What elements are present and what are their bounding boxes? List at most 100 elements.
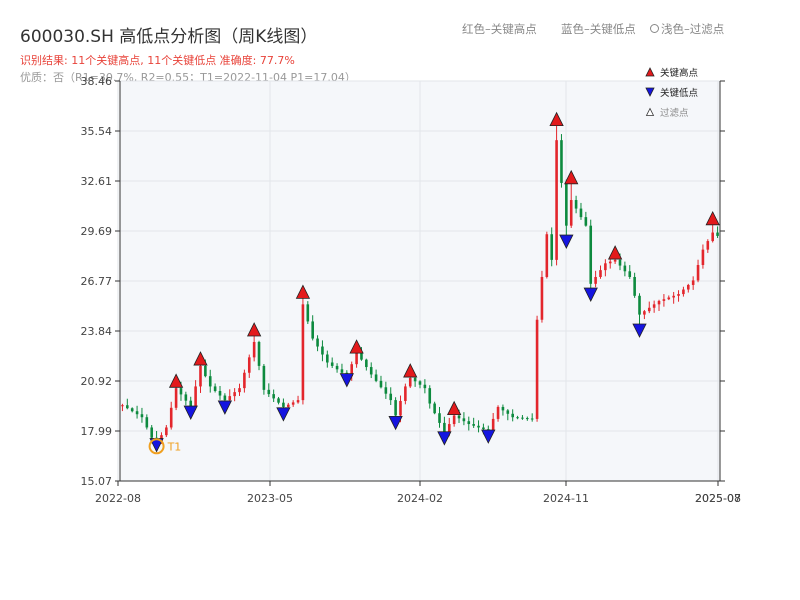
key-high-marker <box>168 373 184 388</box>
result-summary: 识别结果: 11个关键高点, 11个关键低点 准确度: 77.7% <box>20 54 295 67</box>
candle-body <box>623 265 627 272</box>
candle-body <box>604 263 607 271</box>
candle-body <box>262 365 266 390</box>
candle-body <box>179 388 183 395</box>
candle-body <box>184 394 188 401</box>
candle-body <box>579 208 583 218</box>
candle-body <box>526 418 529 420</box>
key-low-marker <box>437 431 452 446</box>
markers-layer: T1 <box>148 111 720 455</box>
candle-body <box>613 259 617 262</box>
candle-body <box>223 395 227 401</box>
candle-body <box>618 259 622 266</box>
candle-body <box>472 424 475 426</box>
key-high-marker <box>403 363 418 378</box>
x-tick-label: 2022-08 <box>95 492 141 505</box>
candle-body <box>438 413 441 423</box>
candle-body <box>496 406 500 419</box>
candle-body <box>165 427 168 436</box>
key-low-marker <box>559 234 574 249</box>
key-low-marker <box>183 405 198 420</box>
candle-body <box>501 406 505 411</box>
x-axis: 2022-08 2023-05 2024-02 2024-11 2025-072025-… <box>95 481 741 505</box>
candle-body <box>140 414 144 418</box>
candle-body <box>569 200 573 226</box>
x-tick-label: 2025-07 <box>695 492 741 505</box>
y-tick-label: 38.46 <box>81 75 113 88</box>
candle-body <box>257 341 261 366</box>
candle-body <box>594 276 597 284</box>
key-high-marker <box>607 245 623 260</box>
legend-light-label: 浅色–过滤点 <box>661 22 725 36</box>
candle-body <box>126 405 129 409</box>
y-tick-label: 23.84 <box>81 325 113 338</box>
candle-body <box>301 304 305 401</box>
key-low-marker <box>632 323 647 338</box>
candle-body <box>560 140 563 183</box>
x-tick-label: 2024-02 <box>397 492 443 505</box>
y-tick-label: 35.54 <box>81 125 113 138</box>
candle-body <box>360 352 363 360</box>
key-high-marker <box>246 322 262 337</box>
legend-label: 关键高点 <box>660 67 699 79</box>
key-high-marker <box>193 351 208 366</box>
candle-body <box>652 304 656 308</box>
candle-body <box>311 321 314 339</box>
hollow-circle-icon <box>650 24 659 33</box>
candle-body <box>130 408 134 412</box>
legend-label: 过滤点 <box>660 107 689 119</box>
candle-body <box>330 362 334 366</box>
x-tick-label: 2024-11 <box>543 492 589 505</box>
legend-marker <box>645 67 655 77</box>
candle-body <box>218 390 222 396</box>
y-tick-label: 15.07 <box>81 475 113 488</box>
candle-body <box>321 346 324 355</box>
candle-body <box>169 407 173 428</box>
key-low-marker <box>388 415 403 431</box>
candle-body <box>677 294 680 296</box>
y-tick-label: 26.77 <box>81 275 113 288</box>
candle-body <box>286 404 290 407</box>
key-low-marker <box>339 373 354 388</box>
candle-body <box>135 411 139 415</box>
candle-body <box>238 388 241 393</box>
candle-body <box>482 427 485 430</box>
candle-body <box>355 352 358 365</box>
candle-body <box>369 367 373 375</box>
candle-body <box>174 388 178 408</box>
candle-body <box>194 386 197 407</box>
candle-body <box>457 415 461 419</box>
candle-body <box>316 338 319 347</box>
candle-body <box>228 396 232 401</box>
candle-body <box>150 427 154 438</box>
candle-body <box>326 354 329 363</box>
candle-body <box>511 413 514 418</box>
candle-body <box>589 225 593 284</box>
candle-body <box>384 387 388 394</box>
candle-body <box>272 394 275 399</box>
candle-body <box>296 400 300 403</box>
t1-label: T1 <box>167 440 182 453</box>
candle-body <box>428 388 432 404</box>
key-low-marker <box>583 287 598 302</box>
legend-red-note: 红色–关键高点 <box>462 22 537 36</box>
candle-body <box>413 377 417 382</box>
candle-body <box>696 265 700 281</box>
candle-body <box>213 386 217 391</box>
y-tick-label: 32.61 <box>81 175 113 188</box>
y-tick-label: 29.69 <box>81 225 113 238</box>
candle-body <box>535 319 539 419</box>
candle-body <box>477 425 480 428</box>
candle-body <box>633 276 636 296</box>
candle-body <box>643 311 646 315</box>
candle-body <box>389 393 393 401</box>
candle-body <box>408 377 412 387</box>
x-tick-label: 2023-05 <box>247 492 293 505</box>
candle-body <box>204 365 207 377</box>
candle-body <box>584 217 588 226</box>
candle-body <box>404 386 407 401</box>
candle-body <box>462 418 466 422</box>
candle-body <box>555 140 558 260</box>
candle-body <box>247 357 251 373</box>
candle-body <box>208 376 212 387</box>
